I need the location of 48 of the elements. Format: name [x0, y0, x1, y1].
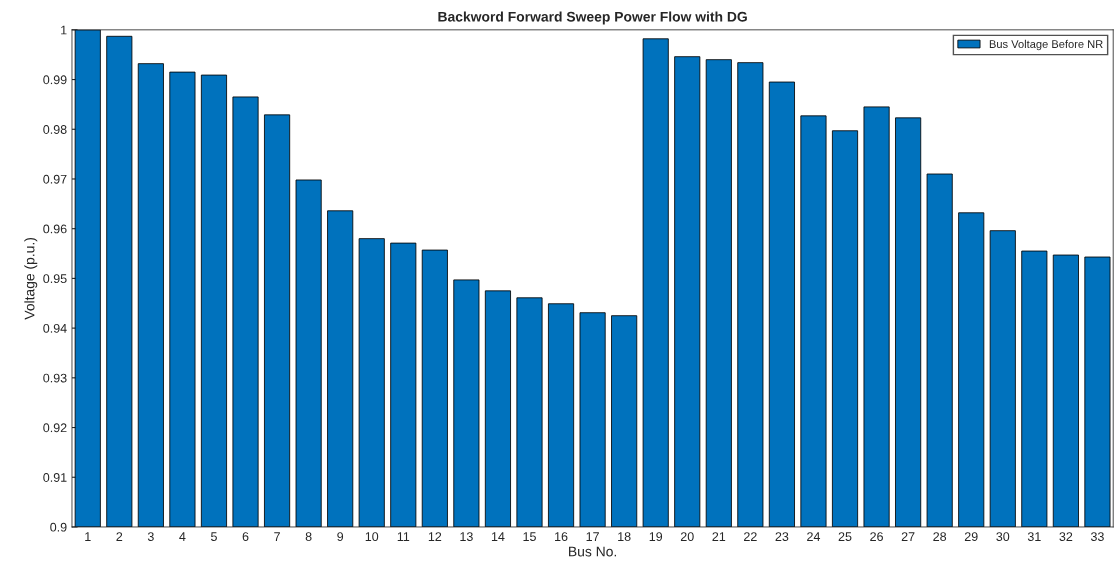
y-tick-label: 0.9 [50, 522, 67, 532]
x-tick-label: 26 [870, 532, 883, 542]
x-tick-label: 12 [428, 532, 442, 541]
y-tick-label: 0.91 [43, 473, 67, 482]
y-axis-title: Voltage (p.u.) [24, 237, 38, 320]
x-tick-label: 33 [1090, 532, 1104, 542]
x-tick-label: 11 [397, 532, 410, 541]
x-tick-label: 2 [116, 532, 123, 541]
x-tick-label: 25 [838, 532, 852, 542]
x-tick-label: 22 [744, 532, 757, 541]
x-tick-label: 18 [618, 532, 631, 542]
y-tick-label: 0.95 [43, 274, 67, 284]
x-tick-label: 7 [274, 532, 280, 541]
x-tick-label: 23 [775, 532, 789, 542]
x-tick-label: 8 [305, 532, 312, 542]
y-tick-label: 0.98 [43, 125, 67, 134]
y-tick-label: 0.93 [43, 373, 67, 383]
x-axis-title: Bus No. [569, 546, 617, 557]
x-tick-label: 9 [337, 532, 344, 542]
x-tick-label: 29 [964, 532, 978, 542]
x-tick-label: 32 [1059, 532, 1073, 542]
x-tick-label: 1 [85, 532, 91, 541]
x-tick-label: 28 [933, 532, 947, 542]
x-tick-label: 13 [460, 532, 473, 542]
x-tick-label: 15 [523, 532, 536, 542]
x-tick-label: 24 [807, 532, 821, 541]
y-tick-label: 0.97 [43, 174, 67, 184]
y-tick-label: 0.92 [43, 423, 67, 433]
y-tick-label: 0.96 [43, 224, 67, 234]
x-tick-label: 27 [901, 532, 915, 541]
x-tick-label: 17 [586, 532, 599, 541]
chart-title: Backword Forward Sweep Power Flow with DG [438, 11, 747, 25]
x-tick-label: 20 [680, 532, 694, 542]
y-tick-label: 0.94 [43, 323, 67, 333]
legend-label: Bus Voltage Before NR [989, 39, 1103, 51]
x-tick-label: 30 [996, 532, 1010, 542]
x-tick-label: 10 [365, 532, 379, 542]
x-tick-label: 5 [210, 532, 217, 542]
x-tick-label: 16 [555, 532, 568, 542]
x-tick-label: 6 [242, 532, 249, 542]
x-tick-label: 4 [179, 532, 186, 541]
x-tick-label: 19 [649, 532, 663, 542]
y-tick-label: 1 [61, 25, 67, 35]
x-tick-label: 14 [491, 532, 505, 541]
x-tick-label: 3 [147, 532, 154, 542]
x-tick-label: 31 [1027, 532, 1041, 542]
x-tick-label: 21 [712, 532, 726, 541]
y-tick-label: 0.99 [43, 75, 67, 85]
